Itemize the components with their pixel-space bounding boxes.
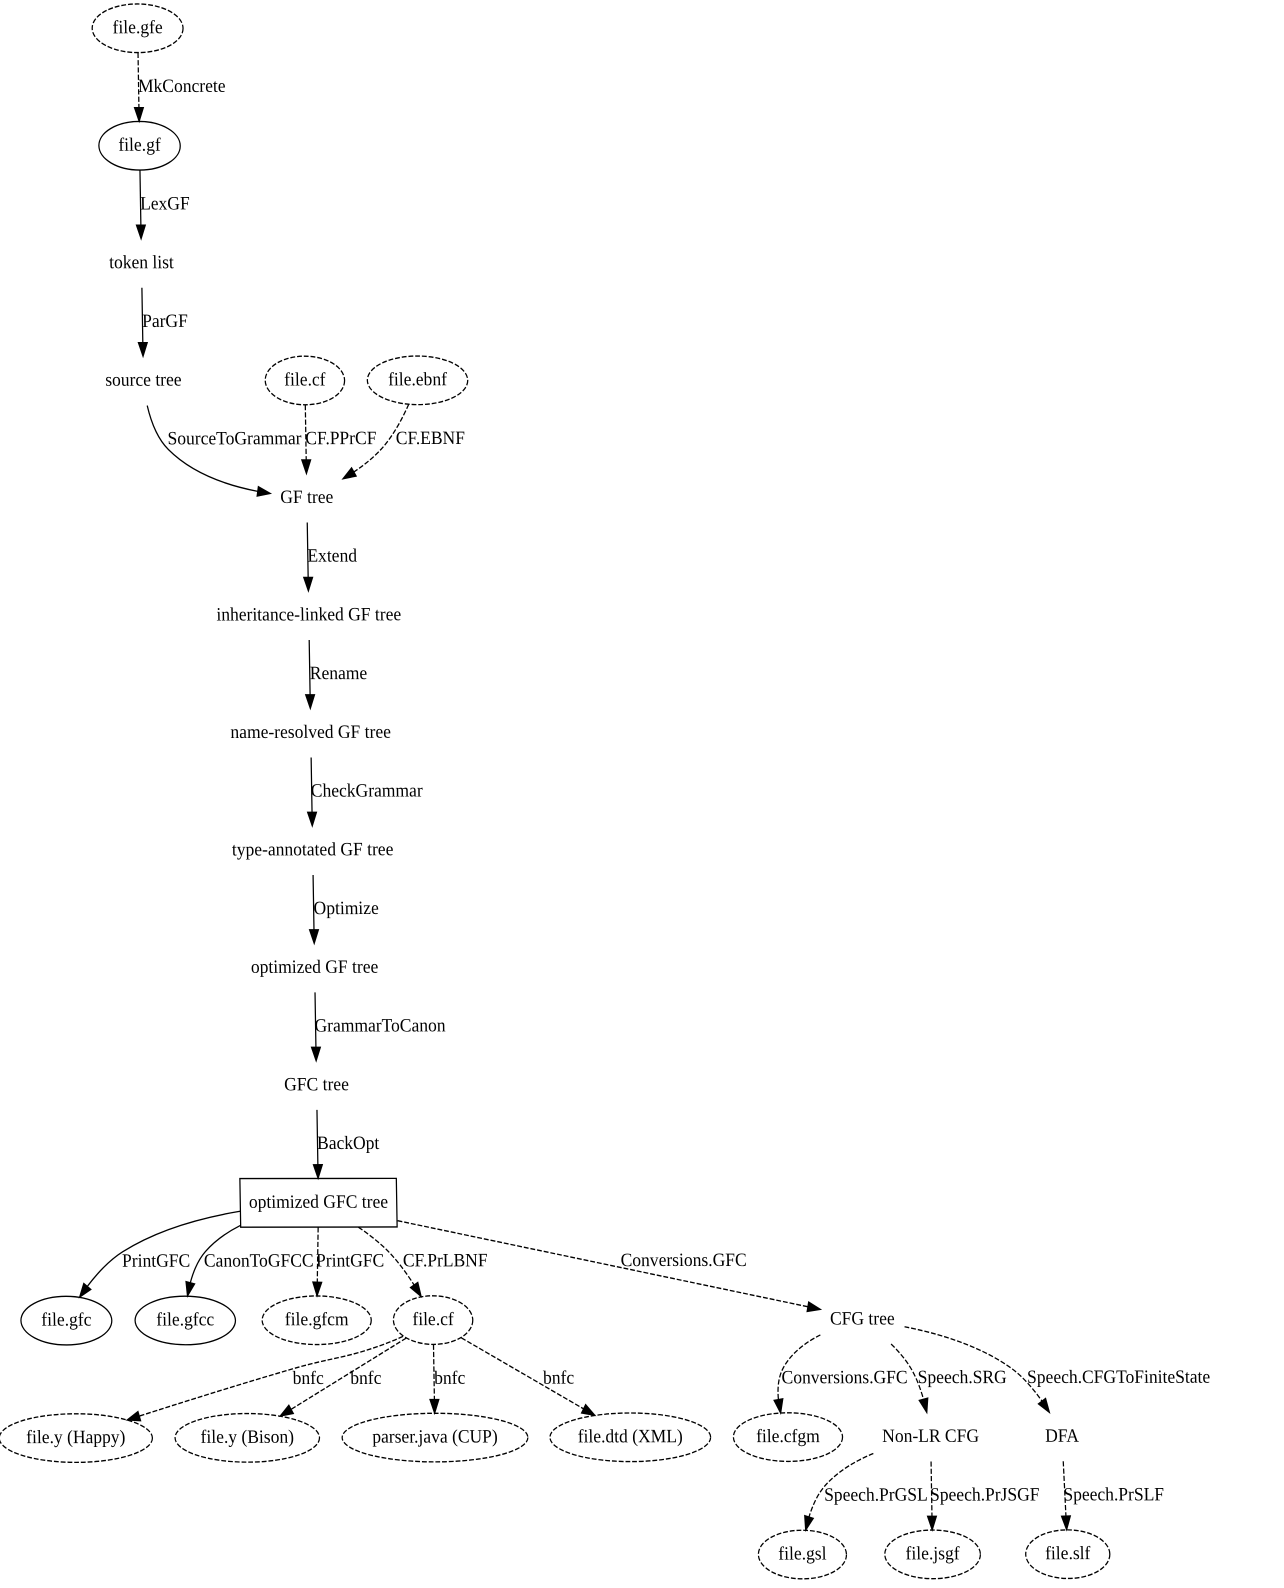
svg-text:CheckGrammar: CheckGrammar bbox=[311, 780, 423, 801]
svg-text:file.slf: file.slf bbox=[1045, 1543, 1091, 1564]
svg-text:file.cf: file.cf bbox=[284, 369, 327, 390]
svg-text:bnfc: bnfc bbox=[293, 1367, 324, 1388]
svg-text:file.y (Bison): file.y (Bison) bbox=[200, 1426, 294, 1448]
svg-text:file.ebnf: file.ebnf bbox=[388, 369, 448, 390]
svg-text:Rename: Rename bbox=[310, 662, 368, 683]
svg-text:parser.java (CUP): parser.java (CUP) bbox=[372, 1426, 498, 1448]
svg-text:optimized GF tree: optimized GF tree bbox=[251, 956, 379, 977]
svg-text:file.gfc: file.gfc bbox=[41, 1309, 91, 1330]
svg-text:DFA: DFA bbox=[1045, 1425, 1080, 1446]
svg-text:Speech.PrJSGF: Speech.PrJSGF bbox=[930, 1484, 1040, 1505]
svg-text:token list: token list bbox=[109, 252, 174, 273]
svg-text:CF.EBNF: CF.EBNF bbox=[396, 427, 466, 448]
svg-text:CanonToGFCC: CanonToGFCC bbox=[204, 1250, 314, 1271]
svg-text:Conversions.GFC: Conversions.GFC bbox=[781, 1367, 907, 1388]
svg-text:file.gfe: file.gfe bbox=[112, 17, 162, 38]
svg-text:SourceToGrammar: SourceToGrammar bbox=[167, 428, 301, 449]
svg-text:file.y (Happy): file.y (Happy) bbox=[26, 1426, 126, 1448]
svg-text:file.gfcc: file.gfcc bbox=[156, 1309, 214, 1330]
svg-text:bnfc: bnfc bbox=[434, 1367, 465, 1388]
svg-text:file.gfcm: file.gfcm bbox=[285, 1309, 349, 1330]
svg-text:Speech.PrGSL: Speech.PrGSL bbox=[824, 1484, 928, 1505]
svg-text:MkConcrete: MkConcrete bbox=[138, 75, 226, 96]
svg-text:type-annotated GF tree: type-annotated GF tree bbox=[232, 839, 394, 860]
svg-text:CFG tree: CFG tree bbox=[830, 1308, 895, 1329]
svg-text:file.gf: file.gf bbox=[118, 134, 162, 155]
svg-text:inheritance-linked GF tree: inheritance-linked GF tree bbox=[216, 604, 401, 625]
svg-text:PrintGFC: PrintGFC bbox=[122, 1250, 190, 1271]
svg-text:BackOpt: BackOpt bbox=[317, 1132, 380, 1153]
svg-text:Conversions.GFC: Conversions.GFC bbox=[620, 1249, 746, 1270]
svg-text:PrintGFC: PrintGFC bbox=[316, 1250, 384, 1271]
svg-text:Speech.PrSLF: Speech.PrSLF bbox=[1063, 1484, 1164, 1505]
svg-text:file.jsgf: file.jsgf bbox=[905, 1543, 960, 1564]
svg-text:Speech.CFGToFiniteState: Speech.CFGToFiniteState bbox=[1027, 1366, 1210, 1387]
svg-text:CF.PrLBNF: CF.PrLBNF bbox=[403, 1250, 488, 1271]
svg-text:file.cfgm: file.cfgm bbox=[756, 1425, 820, 1446]
svg-text:LexGF: LexGF bbox=[140, 193, 190, 214]
svg-text:file.dtd (XML): file.dtd (XML) bbox=[578, 1426, 683, 1448]
svg-text:GrammarToCanon: GrammarToCanon bbox=[314, 1015, 445, 1036]
svg-text:name-resolved GF tree: name-resolved GF tree bbox=[230, 721, 391, 742]
svg-text:Extend: Extend bbox=[307, 545, 357, 566]
svg-text:GFC tree: GFC tree bbox=[284, 1074, 349, 1095]
svg-text:optimized GFC tree: optimized GFC tree bbox=[249, 1191, 388, 1212]
svg-text:source tree: source tree bbox=[105, 369, 182, 390]
svg-text:CF.PPrCF: CF.PPrCF bbox=[305, 428, 376, 449]
svg-text:bnfc: bnfc bbox=[350, 1367, 381, 1388]
svg-text:file.gsl: file.gsl bbox=[778, 1543, 826, 1564]
svg-text:Speech.SRG: Speech.SRG bbox=[918, 1366, 1007, 1387]
svg-text:GF tree: GF tree bbox=[280, 486, 333, 507]
svg-text:file.cf: file.cf bbox=[412, 1308, 455, 1329]
svg-text:Non-LR CFG: Non-LR CFG bbox=[882, 1425, 979, 1446]
svg-text:bnfc: bnfc bbox=[543, 1367, 574, 1388]
svg-text:Optimize: Optimize bbox=[313, 897, 379, 918]
svg-text:ParGF: ParGF bbox=[142, 310, 188, 331]
